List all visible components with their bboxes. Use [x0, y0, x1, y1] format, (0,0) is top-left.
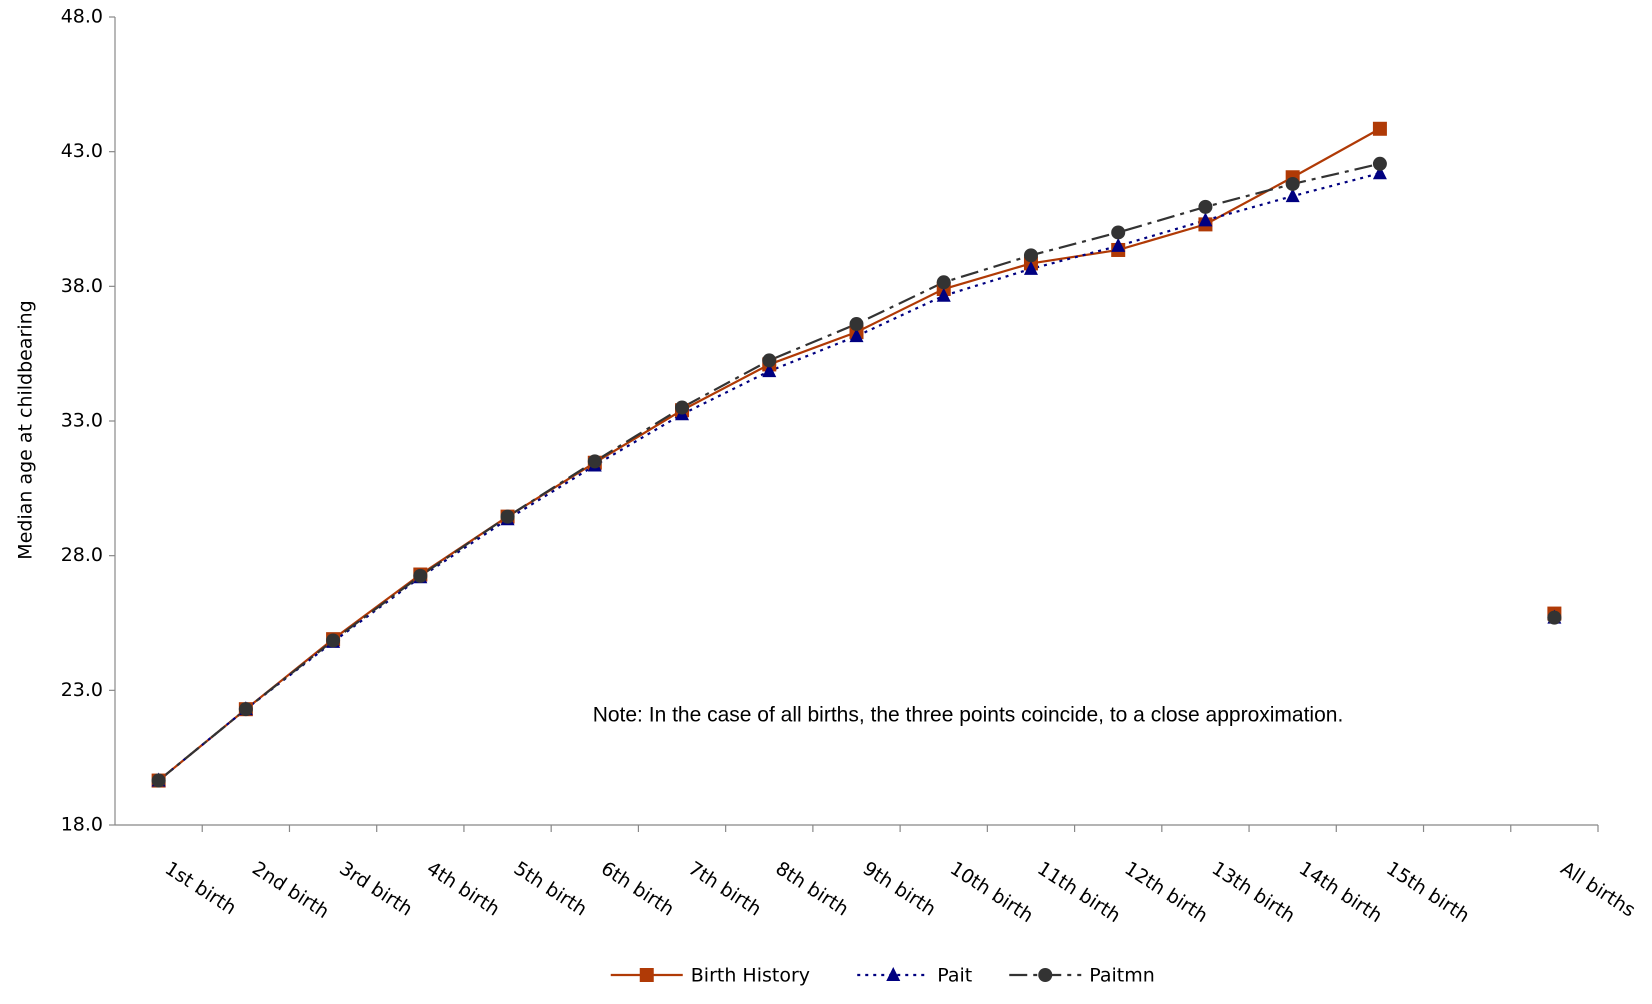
marker	[639, 968, 654, 982]
x-tick-label: 7th birth	[684, 857, 765, 920]
marker	[326, 633, 341, 648]
marker	[675, 400, 690, 415]
marker	[500, 509, 515, 524]
y-axis-label: Median age at childbearing	[15, 300, 37, 559]
marker	[1198, 199, 1213, 214]
x-tick-label: 12th birth	[1120, 857, 1211, 927]
series-line	[159, 129, 1555, 781]
series-line	[159, 173, 1555, 780]
marker	[1372, 156, 1387, 171]
y-tick-label: 18.0	[61, 814, 103, 836]
y-tick-label: 23.0	[61, 679, 103, 701]
annotation: Note: In the case of all births, the thr…	[593, 704, 1344, 727]
marker	[1023, 248, 1038, 263]
y-tick-label: 48.0	[61, 6, 103, 28]
x-tick-label: 3rd birth	[335, 857, 416, 920]
marker	[1111, 225, 1126, 240]
marker	[849, 317, 864, 332]
x-tick-label: 9th birth	[859, 857, 940, 920]
x-tick-label: 6th birth	[597, 857, 678, 920]
x-tick-label: 13th birth	[1208, 857, 1299, 927]
x-tick-label: 11th birth	[1033, 857, 1124, 927]
legend: Birth History Pait Paitmn	[610, 965, 1155, 987]
marker	[762, 363, 777, 378]
x-tick-label: 10th birth	[946, 857, 1037, 927]
marker	[849, 328, 864, 343]
x-tick-label: 4th birth	[423, 857, 504, 920]
marker	[1547, 610, 1562, 625]
marker	[936, 275, 951, 290]
marker	[238, 702, 253, 717]
y-tick-label: 33.0	[61, 410, 103, 432]
marker	[1023, 260, 1038, 275]
x-tick-label: 8th birth	[772, 857, 853, 920]
marker	[1198, 212, 1213, 227]
legend-label: Paitmn	[1089, 965, 1155, 987]
y-tick-label: 43.0	[61, 140, 103, 162]
y-tick-label: 28.0	[61, 544, 103, 566]
x-tick-label: 15th birth	[1382, 857, 1473, 927]
marker	[886, 967, 901, 981]
x-tick-label: 1st birth	[161, 857, 240, 919]
legend-label: Birth History	[691, 965, 810, 987]
marker	[151, 773, 166, 788]
marker	[1372, 121, 1387, 136]
x-tick-label: 14th birth	[1295, 857, 1386, 927]
marker	[1372, 165, 1387, 180]
marker	[1038, 968, 1053, 982]
legend-label: Pait	[937, 965, 972, 987]
y-tick-label: 38.0	[61, 275, 103, 297]
series-line	[159, 164, 1555, 781]
x-tick-label: All births	[1557, 857, 1640, 921]
marker	[413, 568, 428, 583]
marker	[1285, 176, 1300, 191]
marker	[1111, 237, 1126, 252]
x-tick-label: 2nd birth	[248, 857, 333, 923]
x-tick-label: 5th birth	[510, 857, 591, 920]
marker	[762, 353, 777, 368]
marker	[1285, 188, 1300, 203]
marker	[587, 454, 602, 469]
marker	[936, 287, 951, 302]
